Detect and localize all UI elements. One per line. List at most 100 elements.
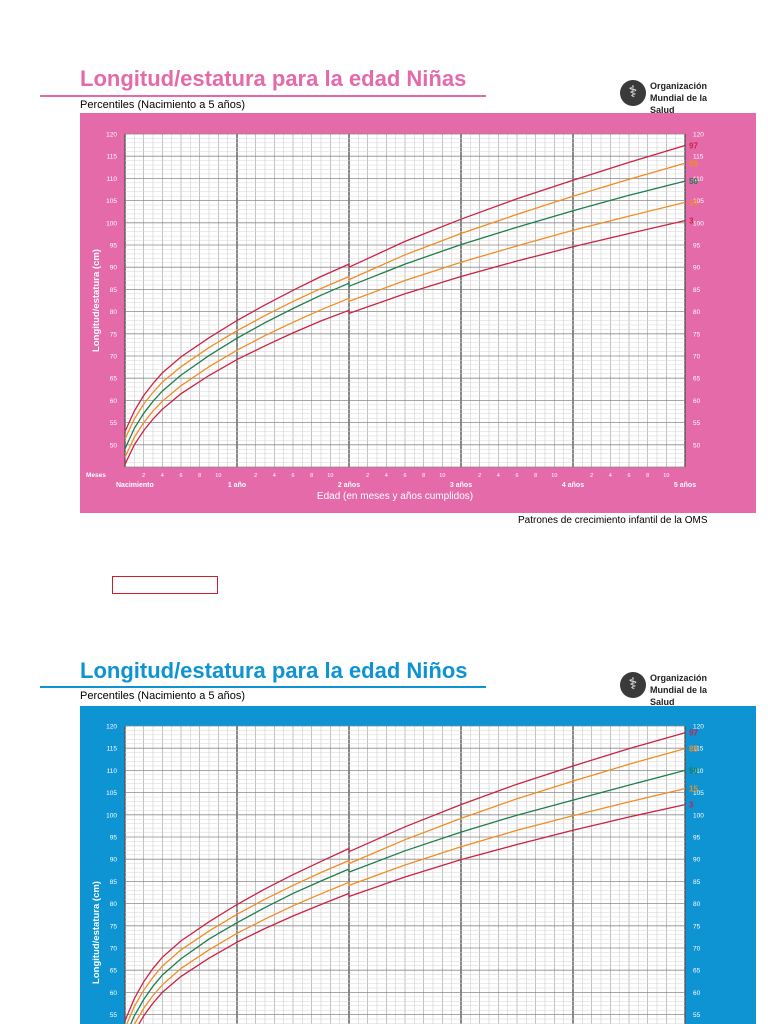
series-end-label-p85: 85: [689, 745, 698, 754]
y-tick-label-right: 110: [693, 176, 704, 183]
girls-who-logo: ⚕ Organización Mundial de la Salud: [620, 78, 730, 115]
x-minor-tick-label: 6: [291, 473, 294, 479]
girls-chart-footer: Patrones de crecimiento infantil de la O…: [518, 515, 708, 526]
y-tick-label-right: 60: [693, 990, 701, 997]
y-tick-label-left: 75: [110, 923, 118, 930]
x-minor-tick-label: 2: [254, 473, 257, 479]
girls-chart-subtitle: Percentiles (Nacimiento a 5 años): [80, 99, 246, 111]
y-tick-label-left: 85: [110, 287, 118, 294]
series-end-label-p85: 85: [689, 159, 698, 168]
series-line-p15: [124, 297, 350, 458]
x-minor-tick-label: 6: [627, 473, 630, 479]
series-line-p3: [138, 892, 350, 1024]
y-tick-label-right: 80: [693, 901, 701, 908]
y-axis-label: Longitud/estatura (cm): [91, 249, 102, 352]
y-tick-label-right: 120: [693, 724, 704, 731]
x-minor-tick-label: 6: [403, 473, 406, 479]
y-tick-label-right: 75: [693, 923, 701, 930]
series-end-label-p3: 3: [689, 801, 694, 810]
x-minor-tick-label: 10: [215, 473, 221, 479]
x-minor-tick-label: 8: [646, 473, 649, 479]
girls-chart-panel: 50 50 55 55 60 60 65 65 70 70 75 75 80 80 85 85 90 90 95 95…: [80, 113, 756, 513]
y-axis-label: Longitud/estatura (cm): [91, 881, 102, 984]
boys-title-rule: [40, 686, 486, 688]
series-line-p85: [348, 747, 686, 865]
y-tick-label-left: 115: [107, 154, 118, 161]
x-major-tick-label: 5 años: [674, 482, 696, 489]
x-minor-tick-label: 8: [310, 473, 313, 479]
y-tick-label-right: 50: [693, 442, 701, 449]
x-minor-tick-label: 8: [198, 473, 201, 479]
x-minor-tick-label: 4: [385, 473, 388, 479]
y-tick-label-left: 55: [110, 1012, 118, 1019]
who-org-line1: Organización: [650, 81, 708, 91]
x-major-tick-label: Nacimiento: [116, 482, 154, 489]
y-tick-label-left: 100: [106, 220, 117, 227]
series-line-p97: [348, 732, 686, 853]
series-end-label-p15: 15: [689, 198, 698, 207]
series-line-p85: [124, 275, 350, 440]
x-minor-tick-label: 6: [179, 473, 182, 479]
girls-title-rule: [40, 95, 486, 97]
y-tick-label-left: 70: [110, 354, 118, 361]
y-tick-label-right: 115: [693, 746, 704, 753]
y-tick-label-right: 55: [693, 1012, 701, 1019]
y-tick-label-right: 95: [693, 243, 701, 250]
y-tick-label-right: 90: [693, 857, 701, 864]
series-end-label-p97: 97: [689, 142, 698, 151]
x-unit-label: Meses: [86, 472, 106, 479]
x-minor-tick-label: 8: [534, 473, 537, 479]
series-end-label-p50: 50: [689, 177, 698, 186]
y-tick-label-left: 120: [106, 724, 117, 731]
y-tick-label-right: 120: [693, 132, 704, 139]
x-major-tick-label: 1 año: [228, 482, 246, 489]
x-minor-tick-label: 4: [497, 473, 500, 479]
series-line-p97: [124, 847, 350, 1022]
series-line-p85: [126, 859, 350, 1024]
boys-chart: 55 55 60 60 65 65 70 70 75 75 80 80 85 85 90 90 95 95 100 1…: [91, 724, 704, 1024]
y-tick-label-left: 115: [107, 746, 118, 753]
x-minor-tick-label: 2: [590, 473, 593, 479]
series-line-p50: [130, 868, 350, 1024]
girls-chart-title: Longitud/estatura para la edad Niñas: [80, 66, 467, 91]
y-tick-label-right: 105: [693, 790, 704, 797]
y-tick-label-left: 120: [106, 132, 117, 139]
series-line-p50: [348, 180, 686, 287]
y-tick-label-left: 65: [110, 376, 118, 383]
y-tick-label-left: 60: [110, 990, 118, 997]
y-tick-label-left: 55: [110, 420, 118, 427]
series-end-label-p3: 3: [689, 217, 694, 226]
boys-chart-panel: 55 55 60 60 65 65 70 70 75 75 80 80 85 85 90 90 95 95 100 1…: [80, 706, 756, 1024]
who-org-line2: Mundial de la Salud: [650, 685, 708, 707]
y-tick-label-left: 110: [107, 176, 118, 183]
x-minor-tick-label: 10: [327, 473, 333, 479]
y-tick-label-right: 65: [693, 968, 701, 975]
x-minor-tick-label: 4: [161, 473, 164, 479]
y-tick-label-left: 90: [110, 265, 118, 272]
x-minor-tick-label: 2: [142, 473, 145, 479]
y-tick-label-right: 55: [693, 420, 701, 427]
y-tick-label-right: 105: [693, 198, 704, 205]
y-tick-label-left: 50: [110, 442, 118, 449]
y-tick-label-left: 105: [106, 790, 117, 797]
series-line-p3: [348, 803, 686, 898]
y-tick-label-left: 60: [110, 398, 118, 405]
grid: [124, 133, 686, 468]
x-minor-tick-label: 10: [663, 473, 669, 479]
red-empty-box: [112, 576, 218, 594]
y-tick-label-left: 105: [106, 198, 117, 205]
x-minor-tick-label: 8: [422, 473, 425, 479]
y-tick-label-left: 65: [110, 968, 118, 975]
y-tick-label-right: 100: [693, 220, 704, 227]
y-tick-label-right: 90: [693, 265, 701, 272]
series-end-label-p15: 15: [689, 785, 698, 794]
series-line-p15: [133, 881, 350, 1024]
y-tick-label-left: 95: [110, 243, 118, 250]
y-tick-label-right: 60: [693, 398, 701, 405]
who-emblem-icon: ⚕: [620, 80, 646, 106]
who-org-name: Organización Mundial de la Salud: [650, 672, 730, 708]
series-line-p50: [348, 769, 686, 873]
x-axis-label: Edad (en meses y años cumplidos): [317, 491, 473, 502]
who-emblem-icon: ⚕: [620, 672, 646, 698]
girls-chart: 50 50 55 55 60 60 65 65 70 70 75 75 80 80 85 85 90 90 95 95…: [86, 132, 704, 503]
